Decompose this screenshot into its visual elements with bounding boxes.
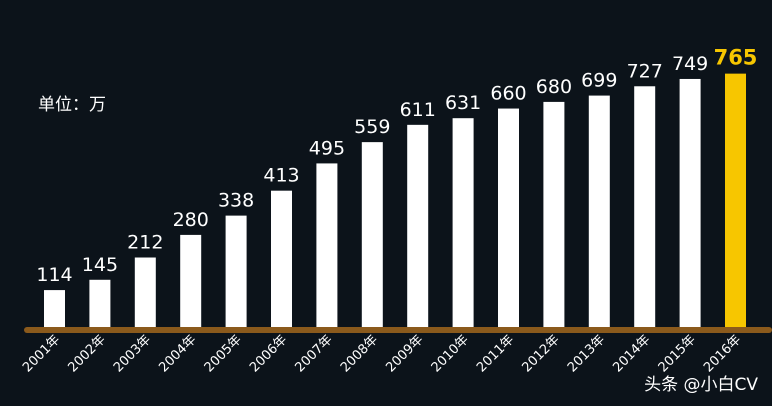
- data-label-5: 413: [263, 165, 299, 187]
- data-label-10: 660: [490, 83, 526, 105]
- x-tick-label-13: 2014年: [610, 332, 653, 375]
- x-tick-label-9: 2010年: [429, 332, 472, 375]
- baseline-axis: [24, 327, 772, 333]
- data-label-13: 727: [627, 60, 663, 82]
- data-label-2: 212: [127, 232, 163, 254]
- x-tick-label-5: 2006年: [247, 332, 290, 375]
- x-tick-label-14: 2015年: [656, 332, 699, 375]
- bar-4: [225, 215, 247, 328]
- bar-8: [407, 124, 429, 328]
- data-label-12: 699: [581, 70, 617, 92]
- x-tick-label-2: 2003年: [111, 332, 154, 375]
- data-label-1: 145: [82, 254, 118, 276]
- bar-13: [634, 86, 656, 329]
- x-tick-label-12: 2013年: [565, 332, 608, 375]
- bar-12: [588, 95, 610, 329]
- bar-1: [89, 279, 111, 328]
- bar-5: [271, 190, 292, 328]
- bar-10: [498, 108, 519, 328]
- x-tick-label-3: 2004年: [156, 332, 199, 375]
- credit-label: 头条 @小白CV: [644, 375, 758, 395]
- data-label-6: 495: [309, 137, 345, 159]
- x-tick-label-11: 2012年: [520, 332, 563, 375]
- bar-11: [543, 101, 565, 329]
- data-label-4: 338: [218, 190, 254, 212]
- x-tick-label-6: 2007年: [293, 332, 336, 375]
- bar-14: [679, 78, 701, 329]
- x-tick-label-7: 2008年: [338, 332, 381, 375]
- x-tick-label-4: 2005年: [202, 332, 245, 375]
- x-tick-label-10: 2011年: [474, 332, 517, 375]
- data-label-8: 611: [400, 99, 436, 121]
- data-label-11: 680: [536, 76, 572, 98]
- data-label-9: 631: [445, 92, 481, 114]
- data-label-14: 749: [672, 53, 708, 75]
- x-tick-label-1: 2002年: [66, 332, 109, 375]
- data-label-15: 765: [714, 46, 758, 70]
- bar-2: [134, 257, 156, 328]
- bar-15: [725, 73, 746, 328]
- data-label-7: 559: [354, 116, 390, 138]
- x-tick-label-8: 2009年: [383, 332, 426, 375]
- bar-9: [452, 118, 474, 328]
- bar-7: [361, 142, 383, 328]
- x-tick-label-0: 2001年: [20, 332, 63, 375]
- bar-3: [180, 234, 202, 328]
- data-label-0: 114: [36, 264, 72, 286]
- unit-label: 单位：万: [38, 95, 106, 115]
- bar-0: [44, 290, 65, 328]
- bar-6: [316, 163, 338, 328]
- x-tick-label-15: 2016年: [701, 332, 744, 375]
- data-label-3: 280: [173, 209, 209, 231]
